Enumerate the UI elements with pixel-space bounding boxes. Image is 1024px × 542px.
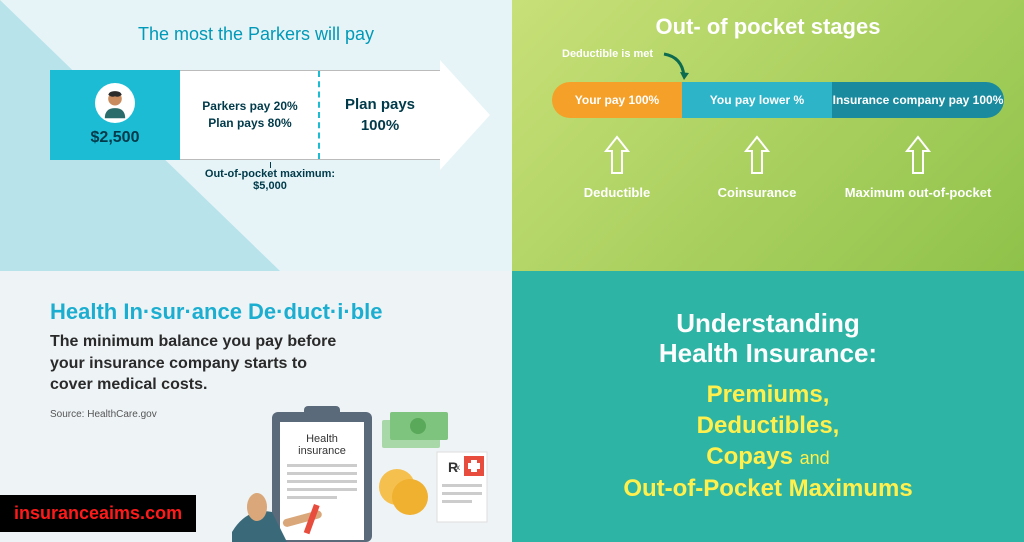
curved-arrow-icon: [662, 52, 692, 82]
planpays-line2: 100%: [361, 115, 399, 136]
stage-col-3: Maximum out-of-pocket: [832, 135, 1004, 200]
deductible-met-note: Deductible is met: [562, 48, 653, 60]
panel-understanding: Understanding Health Insurance: Premiums…: [512, 271, 1024, 542]
stage-label-2: Coinsurance: [718, 185, 797, 200]
panel3-body: The minimum balance you pay before your …: [50, 331, 350, 396]
planpays-line1: Plan pays: [345, 94, 415, 115]
stage-pill-2: You pay lower %: [682, 82, 832, 118]
panel-oop-stages: Out- of pocket stages Deductible is met …: [512, 0, 1024, 271]
up-arrow-icon: [903, 135, 933, 175]
insurance-illustration: Health insurance Rx: [232, 392, 492, 542]
svg-text:x: x: [456, 463, 460, 472]
oop-max-caption: Out-of-pocket maximum: $5,000: [180, 168, 360, 192]
panel4-heading: Understanding Health Insurance:: [659, 309, 877, 369]
panel3-source: Source: HealthCare.gov: [50, 409, 157, 420]
heading-line2: Health Insurance:: [659, 338, 877, 368]
clipboard-text-1: Health: [306, 433, 338, 445]
stage-pill-1: Your pay 100%: [552, 82, 682, 118]
heading-line1: Understanding: [676, 308, 859, 338]
panel1-title: The most the Parkers will pay: [0, 24, 512, 45]
arrowhead-icon: [440, 60, 490, 170]
panel4-terms: Premiums, Deductibles, Copays and Out-of…: [623, 379, 912, 504]
panel3-title: Health In·sur·ance De·duct·i·ble: [50, 299, 382, 325]
stages-bar: Your pay 100% You pay lower % Insurance …: [552, 82, 1004, 118]
term-oop-max: Out-of-Pocket Maximums: [623, 475, 912, 502]
term-premiums: Premiums,: [707, 381, 830, 408]
term-deductibles: Deductibles,: [697, 412, 840, 439]
panel-deductible-def: Health In·sur·ance De·duct·i·ble The min…: [0, 271, 512, 542]
caption-line1: Out-of-pocket maximum:: [205, 168, 335, 180]
term-copays: Copays: [706, 443, 793, 470]
stage-col-2: Coinsurance: [682, 135, 832, 200]
up-arrow-icon: [742, 135, 772, 175]
deductible-amount: $2,500: [91, 129, 140, 147]
avatar-icon: [95, 83, 135, 123]
stage-pill-3: Insurance company pay 100%: [832, 82, 1004, 118]
segment-deductible: $2,500: [50, 70, 180, 160]
stage-label-1: Deductible: [584, 185, 650, 200]
coinsurance-line2: Plan pays 80%: [208, 115, 291, 132]
stage-labels-row: Deductible Coinsurance Maximum out-of-po…: [552, 135, 1004, 200]
up-arrow-icon: [602, 135, 632, 175]
cost-arrow: $2,500 Parkers pay 20% Plan pays 80% Pla…: [50, 70, 470, 160]
segment-coinsurance: Parkers pay 20% Plan pays 80%: [180, 70, 320, 160]
panel-parkers-pay: The most the Parkers will pay $2,500 Par…: [0, 0, 512, 271]
coinsurance-line1: Parkers pay 20%: [202, 98, 297, 115]
stage-col-1: Deductible: [552, 135, 682, 200]
watermark-banner: insuranceaims.com: [0, 495, 196, 532]
panel2-title: Out- of pocket stages: [512, 0, 1024, 40]
clipboard-text-2: insurance: [298, 445, 346, 457]
segment-plan-pays: Plan pays 100%: [320, 70, 440, 160]
caption-line2: $5,000: [253, 180, 287, 192]
stage-label-3: Maximum out-of-pocket: [845, 185, 992, 200]
term-and: and: [800, 448, 830, 468]
